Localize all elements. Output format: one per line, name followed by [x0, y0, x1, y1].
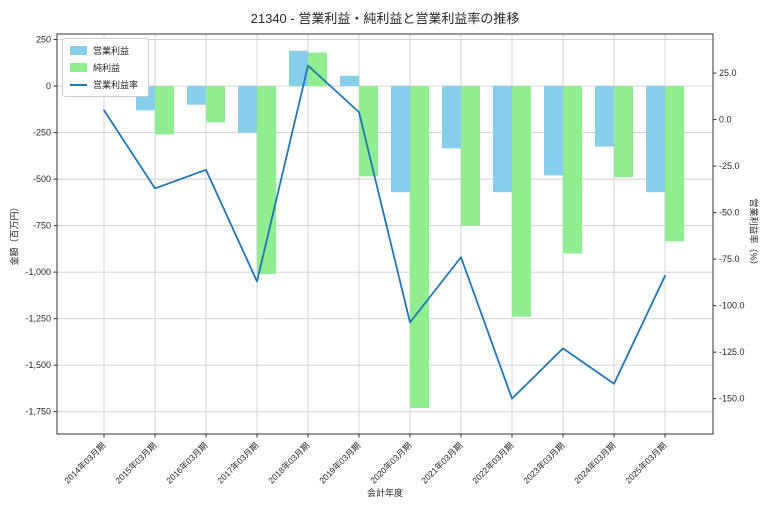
x-tick-label: 2018年03月期	[266, 440, 311, 485]
left-y-tick-label: -750	[33, 221, 51, 231]
x-tick-label: 2023年03月期	[521, 440, 566, 485]
left-y-tick-label: -500	[33, 174, 51, 184]
x-tick-label: 2025年03月期	[623, 440, 668, 485]
left-y-tick-label: -1,750	[25, 407, 51, 417]
right-y-tick-label: 25.0	[719, 68, 737, 78]
left-y-tick-label: -250	[33, 128, 51, 138]
x-tick-label: 2024年03月期	[572, 440, 617, 485]
x-tick-label: 2020年03月期	[368, 440, 413, 485]
right-y-tick-label: -100.0	[719, 301, 745, 311]
legend-net-profit-swatch	[70, 63, 87, 72]
right-y-axis-label: 営業利益率（%）	[748, 198, 759, 270]
net-profit-bar	[614, 86, 633, 178]
x-tick-label: 2019年03月期	[317, 440, 362, 485]
legend-item: 純利益	[70, 61, 138, 74]
legend-operating-profit-swatch	[70, 46, 87, 55]
operating-profit-bar	[595, 86, 614, 147]
x-tick-label: 2017年03月期	[215, 440, 260, 485]
operating-profit-bar	[442, 86, 461, 149]
x-tick-label: 2014年03月期	[62, 440, 107, 485]
operating-profit-bar	[187, 86, 206, 105]
right-y-tick-label: 0.0	[719, 115, 732, 125]
legend: 営業利益純利益営業利益率	[62, 38, 150, 97]
legend-operating-margin-swatch	[70, 83, 87, 86]
x-axis-label: 会計年度	[366, 488, 403, 498]
net-profit-bar	[410, 86, 429, 408]
net-profit-bar	[563, 86, 582, 254]
plot-border	[56, 33, 714, 435]
right-y-tick-label: -125.0	[719, 347, 745, 357]
right-y-tick-label: -150.0	[719, 394, 745, 404]
right-y-tick-label: -25.0	[719, 161, 740, 171]
net-profit-bar	[206, 86, 225, 123]
net-profit-bar	[257, 86, 276, 275]
left-y-tick-label: 0	[46, 81, 51, 91]
right-y-tick-label: -75.0	[719, 254, 740, 264]
legend-label: 営業利益	[93, 46, 130, 56]
legend-label: 営業利益率	[93, 80, 139, 90]
net-profit-bar	[665, 86, 684, 242]
x-tick-label: 2021年03月期	[419, 440, 464, 485]
operating-profit-bar	[646, 86, 665, 193]
operating-profit-bar	[340, 75, 359, 87]
operating-profit-bar	[544, 86, 563, 176]
left-y-tick-label: 250	[36, 35, 51, 45]
x-tick-label: 2016年03月期	[164, 440, 209, 485]
x-tick-label: 2022年03月期	[470, 440, 515, 485]
operating-profit-bar	[289, 50, 308, 87]
legend-label: 純利益	[93, 63, 121, 73]
left-y-tick-label: -1,000	[25, 267, 51, 277]
chart-title: 21340 - 営業利益・純利益と営業利益率の推移	[250, 11, 520, 26]
left-y-tick-label: -1,500	[25, 360, 51, 370]
operating-profit-bar	[493, 86, 512, 193]
net-profit-bar	[512, 86, 531, 317]
operating-margin-line	[103, 64, 666, 400]
left-y-tick-label: -1,250	[25, 314, 51, 324]
operating-profit-bar	[238, 86, 257, 133]
legend-item: 営業利益率	[70, 78, 138, 91]
right-y-tick-label: -50.0	[719, 208, 740, 218]
net-profit-bar	[359, 86, 378, 177]
net-profit-bar	[461, 86, 480, 226]
operating-profit-bar	[391, 86, 410, 193]
legend-item: 営業利益	[70, 44, 138, 57]
x-tick-label: 2015年03月期	[113, 440, 158, 485]
net-profit-bar	[155, 86, 174, 135]
left-y-axis-label: 金額（百万円）	[9, 202, 20, 266]
